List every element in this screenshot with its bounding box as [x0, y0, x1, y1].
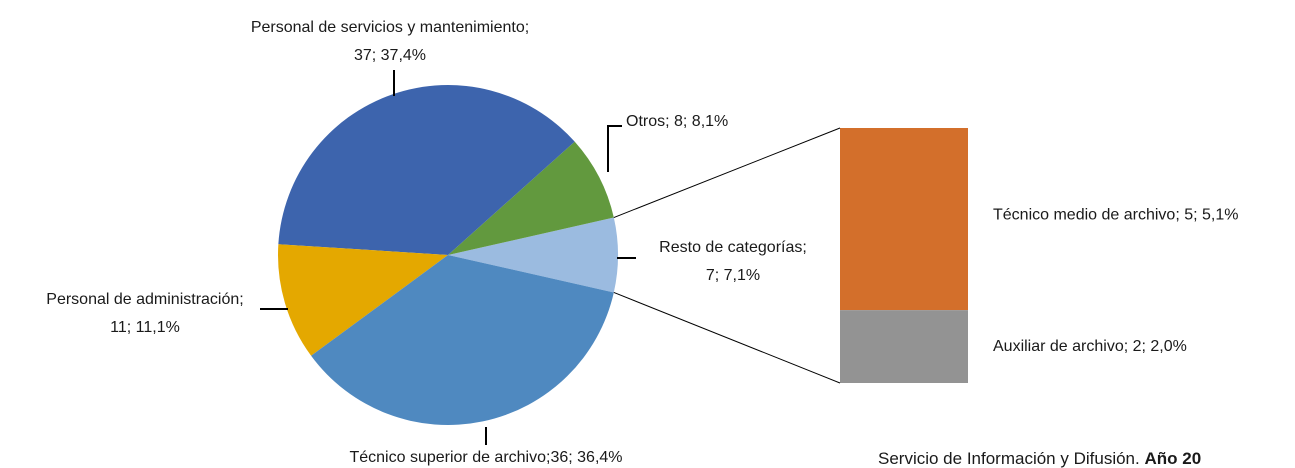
- bar-label: Auxiliar de archivo; 2; 2,0%: [993, 338, 1187, 355]
- leader-line: [607, 125, 622, 172]
- pie-slice: [278, 85, 575, 255]
- data-label: Personal de administración;: [46, 291, 243, 308]
- bar-label: Técnico medio de archivo; 5; 5,1%: [993, 206, 1238, 223]
- pie-slice: [448, 141, 614, 255]
- source-text: Servicio de Información y Difusión.: [878, 449, 1140, 468]
- bar-segment: [840, 128, 968, 311]
- data-label: 7; 7,1%: [706, 267, 760, 284]
- source: Servicio de Información y Difusión. Año …: [878, 449, 1201, 468]
- connector: [613, 127, 841, 219]
- data-label: Otros; 8; 8,1%: [626, 113, 728, 130]
- connector: [613, 291, 841, 384]
- bar-segment: [840, 310, 968, 383]
- data-label: Resto de categorías;: [659, 239, 807, 256]
- source-bold: Año 20: [1144, 449, 1201, 468]
- pie-slice: [448, 217, 619, 293]
- data-label: Personal de servicios y mantenimiento;: [251, 19, 529, 36]
- pie-slice: [277, 244, 448, 356]
- data-label: 11; 11,1%: [110, 319, 180, 336]
- data-label: Técnico superior de archivo;36; 36,4%: [349, 449, 622, 466]
- data-label: 37; 37,4%: [354, 47, 426, 64]
- pie-slice: [311, 255, 614, 426]
